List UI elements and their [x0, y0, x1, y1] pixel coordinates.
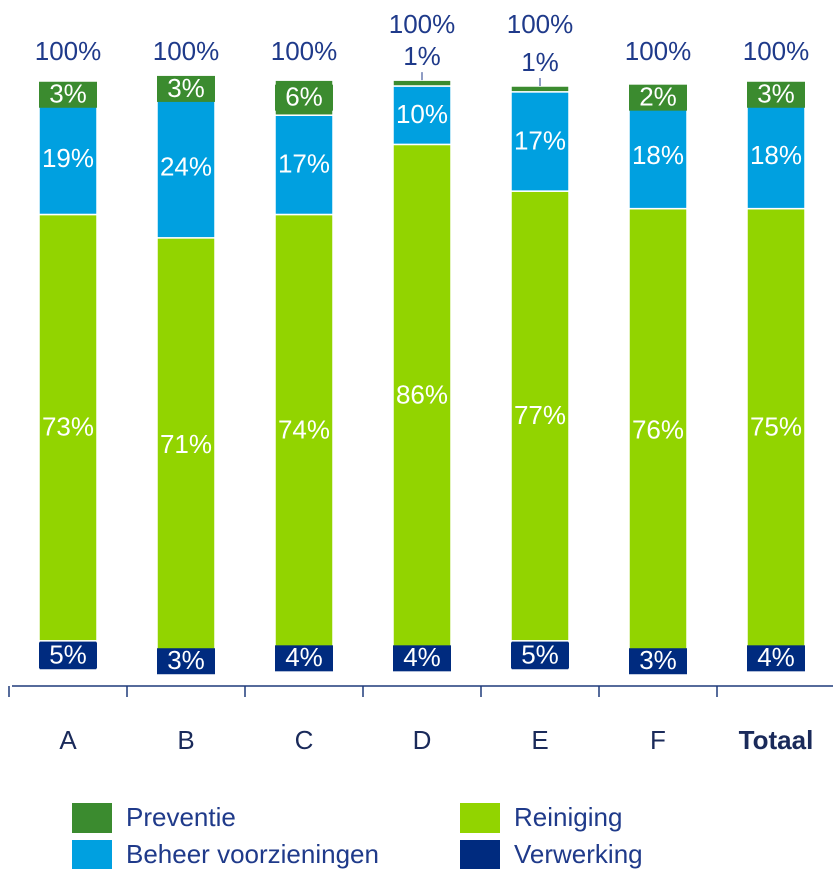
- data-label: 4%: [757, 642, 795, 672]
- data-label-box: [511, 642, 569, 669]
- bar-segment: [510, 85, 570, 93]
- data-label-box: [39, 81, 97, 108]
- data-label: 77%: [514, 400, 566, 430]
- bar-segment: [628, 102, 688, 210]
- x-tick-label: Totaal: [739, 725, 814, 755]
- bar-segment: [38, 213, 98, 642]
- data-label-box: [747, 645, 805, 672]
- legend-label: Beheer voorzieningen: [126, 839, 379, 869]
- data-label: 5%: [49, 639, 87, 669]
- x-tick-label: A: [59, 725, 77, 755]
- bar-segment: [510, 91, 570, 192]
- data-label: 76%: [632, 414, 684, 444]
- data-label: 10%: [396, 99, 448, 129]
- data-label: 3%: [49, 79, 87, 109]
- data-label: 73%: [42, 412, 94, 442]
- total-label: 100%: [389, 9, 456, 39]
- x-tick-label: C: [295, 725, 314, 755]
- total-label: 100%: [507, 9, 574, 39]
- bar-segment: [156, 237, 216, 654]
- data-label-box: [629, 84, 687, 111]
- total-label: 100%: [625, 36, 692, 66]
- x-tick-label: B: [177, 725, 194, 755]
- data-label: 17%: [514, 125, 566, 155]
- bar-segment: [38, 102, 98, 216]
- data-label: 6%: [285, 82, 323, 112]
- data-label: 2%: [639, 82, 677, 112]
- data-label-box: [747, 81, 805, 108]
- total-label: 100%: [153, 36, 220, 66]
- data-label: 71%: [160, 429, 212, 459]
- bar-segment: [746, 102, 806, 210]
- data-label-box: [275, 645, 333, 672]
- data-label: 74%: [278, 414, 330, 444]
- bar-segment: [274, 114, 334, 216]
- total-label: 100%: [271, 36, 338, 66]
- data-label: 3%: [167, 645, 205, 675]
- legend-label: Verwerking: [514, 839, 643, 869]
- legend-swatch: [460, 803, 500, 833]
- data-label: 1%: [403, 41, 441, 71]
- x-tick-label: E: [531, 725, 548, 755]
- legend-swatch: [72, 840, 112, 869]
- data-label: 17%: [278, 149, 330, 179]
- data-label: 18%: [632, 140, 684, 170]
- bar-segment: [510, 190, 570, 642]
- total-label: 100%: [35, 36, 102, 66]
- data-label: 1%: [521, 47, 559, 77]
- legend-label: Reiniging: [514, 802, 622, 832]
- data-label-box: [393, 645, 451, 672]
- x-tick-label: F: [650, 725, 666, 755]
- legend-swatch: [72, 803, 112, 833]
- data-label-box: [157, 648, 215, 675]
- data-label: 24%: [160, 152, 212, 182]
- legend-swatch: [460, 840, 500, 869]
- data-label: 5%: [521, 639, 559, 669]
- x-tick-label: D: [413, 725, 432, 755]
- data-label-box: [157, 75, 215, 102]
- data-label: 3%: [167, 73, 205, 103]
- data-label: 86%: [396, 379, 448, 409]
- bar-segment: [392, 79, 452, 87]
- data-label-box: [275, 84, 333, 111]
- data-label: 19%: [42, 143, 94, 173]
- data-label-box: [629, 648, 687, 675]
- data-label: 4%: [403, 642, 441, 672]
- total-label: 100%: [743, 36, 810, 66]
- bar-segment: [274, 213, 334, 648]
- legend-label: Preventie: [126, 802, 236, 832]
- bar-segment: [156, 96, 216, 239]
- bar-segment: [628, 207, 688, 654]
- data-label: 4%: [285, 642, 323, 672]
- bar-segment: [392, 85, 452, 146]
- data-label: 75%: [750, 412, 802, 442]
- data-label: 3%: [757, 79, 795, 109]
- bar-segment: [392, 143, 452, 648]
- data-label: 3%: [639, 645, 677, 675]
- data-label-box: [39, 642, 97, 669]
- data-label: 18%: [750, 140, 802, 170]
